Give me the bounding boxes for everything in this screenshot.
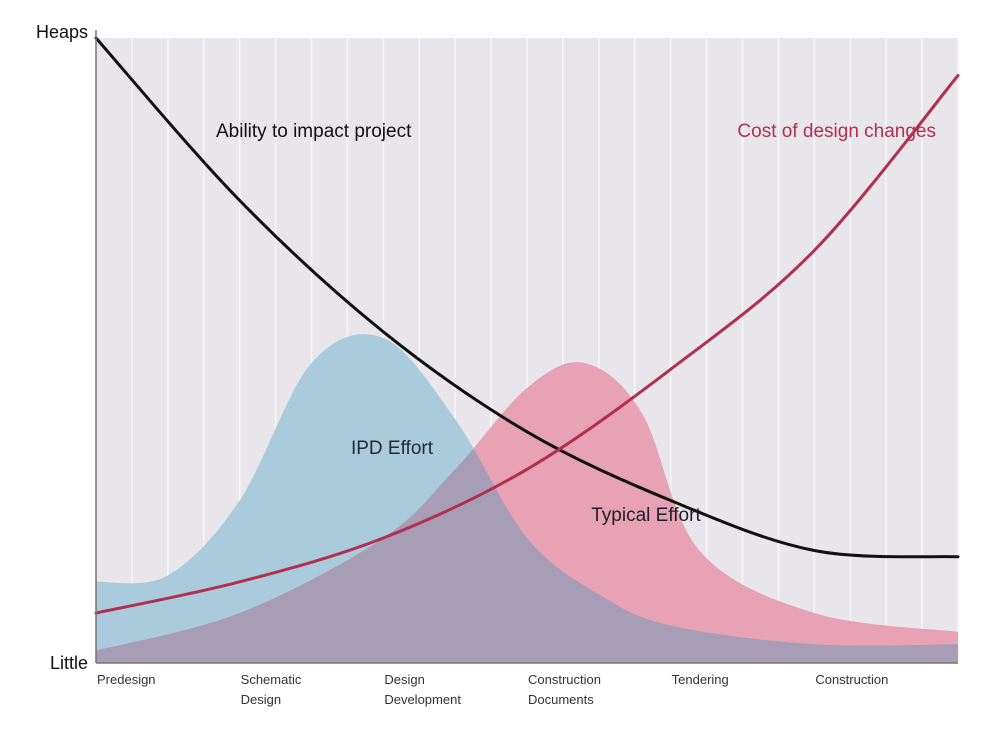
x-tick-label: Design Development bbox=[384, 672, 461, 707]
x-tick-label: Predesign bbox=[97, 672, 156, 687]
series-label: Ability to impact project bbox=[216, 121, 412, 142]
x-tick-label-line: Design bbox=[384, 672, 424, 687]
x-tick-label: Construction bbox=[815, 672, 888, 687]
x-tick-label-line: Tendering bbox=[672, 672, 729, 687]
curves bbox=[94, 36, 960, 615]
y-tick-label: Little bbox=[50, 653, 88, 673]
effort-areas bbox=[96, 334, 958, 663]
x-tick-label: Tendering bbox=[672, 672, 729, 687]
series-label: Cost of design changes bbox=[737, 121, 936, 142]
x-tick-label: Construction Documents bbox=[528, 672, 601, 707]
y-tick-label: Heaps bbox=[36, 22, 88, 42]
x-tick-label-line: Construction bbox=[528, 672, 601, 687]
x-tick-label-line: Documents bbox=[528, 692, 594, 707]
line-cost-of-design-changes bbox=[94, 74, 960, 615]
x-tick-label-line: Schematic bbox=[241, 672, 302, 687]
series-label: IPD Effort bbox=[351, 438, 434, 459]
series-label: Typical Effort bbox=[591, 505, 701, 526]
series-labels: Ability to impact project Cost of design … bbox=[216, 121, 936, 526]
line-ability-to-impact-project bbox=[94, 36, 960, 559]
x-tick-label-line: Design bbox=[241, 692, 281, 707]
x-tick-label-line: Development bbox=[384, 692, 461, 707]
x-tick-label-line: Predesign bbox=[97, 672, 156, 687]
x-tick-label: Schematic Design bbox=[241, 672, 302, 707]
x-tick-label-line: Construction bbox=[815, 672, 888, 687]
